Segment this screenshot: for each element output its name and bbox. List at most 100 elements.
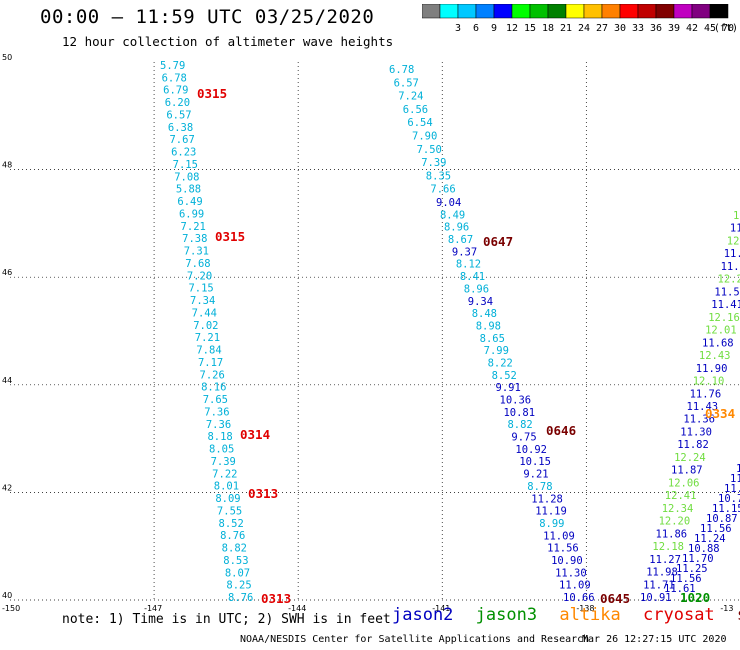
swh-value: 6.38 <box>168 122 193 134</box>
swh-value: 8.52 <box>219 518 244 530</box>
pass-time-label: 0315 <box>197 86 227 101</box>
swh-value: 12.20 <box>659 516 691 528</box>
swh-value: 7.22 <box>212 468 237 480</box>
colorbar-legend: 3 6 9 12 15 18 21 24 27 30 33 36 39 42 45 70(ft) <box>422 4 738 34</box>
swh-value: 7.39 <box>421 157 446 169</box>
swh-value: 7.44 <box>192 307 217 319</box>
swh-value: 9.91 <box>496 382 521 394</box>
colorbar-tick-label: 36 <box>650 23 662 34</box>
legend-s3a: s3a <box>737 605 740 625</box>
colorbar-bin <box>709 4 729 19</box>
swh-value: 8.82 <box>507 419 532 431</box>
lon-label: -141 <box>432 604 450 613</box>
swh-value: 8.65 <box>480 333 505 345</box>
swh-value: 8.18 <box>207 431 232 443</box>
swh-value: 7.02 <box>193 320 218 332</box>
swh-value: 12.06 <box>668 477 700 489</box>
swh-value: 9.21 <box>523 469 548 481</box>
colorbar-tick-label: 3 <box>455 23 461 34</box>
colorbar-tick-label: 6 <box>473 23 479 34</box>
swh-value: 12. <box>727 235 740 247</box>
swh-value: 6.78 <box>389 64 414 76</box>
swh-value: 11.10 <box>724 483 740 495</box>
swh-value: 7.20 <box>187 270 212 282</box>
swh-value: 8.67 <box>448 234 473 246</box>
swh-value: 7.15 <box>173 159 198 171</box>
swh-value: 7.39 <box>211 456 236 468</box>
lat-label: 50 <box>2 53 12 62</box>
swh-value: 11.90 <box>696 363 728 375</box>
lat-label: 48 <box>2 161 12 170</box>
colorbar-tick-label: 30 <box>614 23 626 34</box>
swh-value: 7.08 <box>174 171 199 183</box>
swh-value: 11.61 <box>664 583 696 595</box>
colorbar-tick-label: 70 <box>722 23 734 34</box>
swh-value: 11.25 <box>676 563 708 575</box>
swh-value: 11.27 <box>649 554 681 566</box>
swh-value: 8.52 <box>492 370 517 382</box>
swh-value: 12.18 <box>652 541 684 553</box>
swh-value: 8.48 <box>472 308 497 320</box>
swh-value: 12.43 <box>699 350 731 362</box>
swh-value: 7.36 <box>204 406 229 418</box>
lon-label: -147 <box>144 604 162 613</box>
legend-jason3: jason3 <box>475 605 538 625</box>
lat-label: 42 <box>2 483 12 492</box>
swh-value: 12.01 <box>705 325 737 337</box>
swh-value: 11.56 <box>670 573 702 585</box>
swh-value: 8.96 <box>464 283 489 295</box>
swh-value: 11.09 <box>543 530 575 542</box>
satellite-legend: jason2 jason3 altika cryosat s3a <box>392 605 740 625</box>
swh-value: 7.15 <box>188 283 213 295</box>
swh-value: 10.88 <box>688 543 720 555</box>
swh-value: 11. <box>736 463 740 475</box>
lat-label: 40 <box>2 591 12 600</box>
colorbar-tick-label: 27 <box>596 23 608 34</box>
swh-value: 7.24 <box>398 91 423 103</box>
swh-value: 8.09 <box>215 493 240 505</box>
swh-value: 11.68 <box>702 337 734 349</box>
swh-value: 8.49 <box>440 209 465 221</box>
swh-value: 6.57 <box>394 77 419 89</box>
map-title: 00:00 – 11:59 UTC 03/25/2020 <box>40 6 375 28</box>
swh-value: 12. <box>733 210 740 222</box>
swh-value: 11.43 <box>687 401 719 413</box>
footer-note: note: 1) Time is in UTC; 2) SWH is in fe… <box>62 612 391 627</box>
colorbar-tick-label: 15 <box>524 23 536 34</box>
map-subtitle: 12 hour collection of altimeter wave hei… <box>62 34 394 49</box>
swh-value: 8.41 <box>460 271 485 283</box>
swh-value: 7.21 <box>181 221 206 233</box>
swh-value: 12.10 <box>693 376 725 388</box>
swh-value: 11.57 <box>714 286 740 298</box>
pass-time-label: 0334 <box>705 406 735 421</box>
swh-value: 6.20 <box>165 97 190 109</box>
swh-value: 11.30 <box>555 567 587 579</box>
swh-value: 6.23 <box>171 147 196 159</box>
swh-value: 10.70 <box>718 493 740 505</box>
swh-value: 8.22 <box>488 357 513 369</box>
lon-label: -13 <box>720 604 733 613</box>
swh-value: 8.25 <box>226 580 251 592</box>
legend-altika: altika <box>559 605 621 625</box>
colorbar-tick-label: 39 <box>668 23 680 34</box>
swh-value: 7.67 <box>169 134 194 146</box>
swh-value: 7.36 <box>206 419 231 431</box>
swh-value: 12.29 <box>718 274 740 286</box>
swh-value: 11.70 <box>682 553 714 565</box>
swh-value: 11.76 <box>690 388 722 400</box>
swh-value: 9.75 <box>511 432 536 444</box>
swh-value: 8.82 <box>222 543 247 555</box>
timestamp: Mar 26 12:27:15 UTC 2020 <box>582 634 727 645</box>
swh-value: 11. <box>730 223 740 235</box>
swh-value: 11.15 <box>712 503 740 515</box>
swh-value: 7.68 <box>185 258 210 270</box>
lat-label: 46 <box>2 268 12 277</box>
swh-value: 6.56 <box>403 104 428 116</box>
pass-time-label: 1020 <box>680 590 710 605</box>
swh-value: 7.31 <box>184 246 209 258</box>
swh-value: 7.66 <box>430 184 455 196</box>
swh-value: 6.79 <box>163 85 188 97</box>
swh-value: 8.01 <box>214 481 239 493</box>
swh-value: 11.6 <box>730 473 740 485</box>
